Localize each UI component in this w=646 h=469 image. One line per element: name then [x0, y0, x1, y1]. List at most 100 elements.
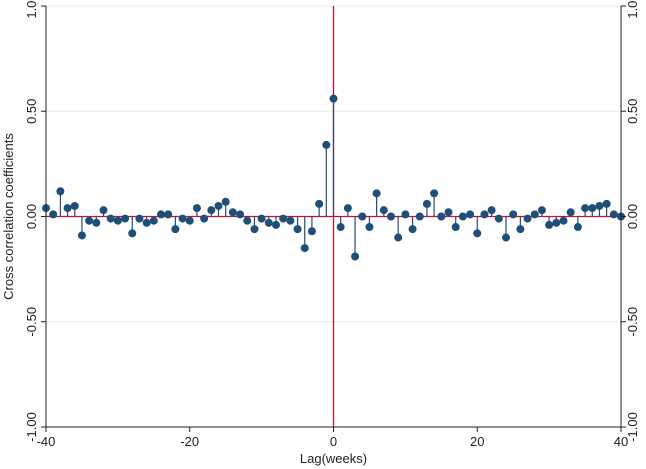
data-point [171, 225, 180, 234]
data-point [92, 218, 101, 227]
data-point [214, 201, 223, 210]
data-point [581, 204, 590, 213]
y-tick-label: 1.00 [24, 0, 39, 19]
x-axis-ticks: -40 -20 0 20 40 [37, 427, 628, 449]
data-point [523, 214, 532, 223]
y-axis-title: Cross correlation coefficients [1, 133, 16, 300]
data-point [228, 208, 237, 217]
data-point [307, 227, 316, 236]
data-point [300, 244, 309, 253]
data-point [559, 216, 568, 225]
data-point [451, 223, 460, 232]
y-tick-label: -0.50 [24, 307, 39, 337]
data-point [516, 225, 525, 234]
y-tick-label: 0.50 [24, 99, 39, 124]
data-point [602, 199, 611, 208]
data-point [595, 201, 604, 210]
data-point [509, 210, 518, 219]
x-tick-label: -40 [37, 434, 56, 449]
data-point [566, 208, 575, 217]
left-y-axis-ticks: -1.00 -0.50 0.00 0.50 1.00 [24, 0, 46, 442]
data-point [401, 210, 410, 219]
data-point [329, 94, 338, 103]
data-point [502, 233, 510, 242]
data-point [128, 229, 137, 238]
data-point [458, 212, 467, 221]
data-point [164, 210, 173, 219]
data-point [85, 216, 94, 225]
data-point [387, 212, 395, 221]
data-point [56, 187, 65, 196]
y-tick-label: 0.00 [24, 204, 39, 229]
data-point [77, 231, 86, 240]
data-point [106, 214, 115, 223]
data-point [149, 216, 158, 225]
x-tick-label: 40 [614, 434, 628, 449]
data-point [487, 206, 496, 215]
data-point [351, 252, 360, 261]
data-point [221, 197, 230, 206]
x-tick-label: 20 [470, 434, 484, 449]
x-axis-title: Lag(weeks) [300, 451, 367, 466]
data-point [135, 214, 144, 223]
data-point [322, 140, 331, 149]
data-point [573, 223, 582, 232]
data-point [336, 223, 345, 232]
right-y-tick-label: 1.00 [625, 0, 640, 19]
data-point [444, 208, 453, 217]
data-point [552, 218, 561, 227]
right-y-tick-label: -1.00 [625, 412, 640, 442]
data-points [42, 94, 625, 261]
data-point [530, 210, 539, 219]
right-y-tick-label: 0.00 [625, 204, 640, 229]
data-point [207, 206, 216, 215]
data-point [430, 189, 439, 198]
data-point [70, 201, 79, 210]
data-point [49, 210, 58, 219]
data-point [272, 220, 280, 229]
data-point [343, 204, 352, 213]
data-point [315, 199, 324, 208]
data-point [286, 216, 295, 225]
data-point [63, 204, 72, 213]
data-point [537, 206, 546, 215]
right-y-tick-label: -0.50 [625, 307, 640, 337]
right-y-tick-label: 0.50 [625, 99, 640, 124]
x-tick-label: 0 [330, 434, 337, 449]
data-point [257, 214, 266, 223]
data-point [437, 212, 446, 221]
y-tick-label: -1.00 [24, 412, 39, 442]
data-point [394, 233, 403, 242]
data-point [358, 212, 367, 221]
data-point [473, 229, 482, 238]
data-point [480, 210, 489, 219]
data-point [243, 216, 252, 225]
data-point [264, 218, 273, 227]
data-point [588, 204, 597, 213]
data-point [379, 206, 388, 215]
data-point [250, 225, 259, 234]
data-point [466, 210, 475, 219]
data-point [545, 220, 554, 229]
data-point [236, 210, 245, 219]
data-point [192, 204, 201, 213]
data-point [113, 216, 122, 225]
data-point [372, 189, 381, 198]
data-point [185, 216, 194, 225]
data-point [157, 210, 165, 219]
right-y-axis-ticks: -1.00 -0.50 0.00 0.50 1.00 [621, 0, 640, 442]
data-point [365, 223, 374, 232]
x-tick-label: -20 [180, 434, 199, 449]
data-point [178, 214, 187, 223]
data-point [422, 199, 431, 208]
data-point [494, 214, 503, 223]
data-point [279, 214, 288, 223]
data-point [408, 225, 417, 234]
data-point [609, 210, 618, 219]
data-point [415, 212, 424, 221]
data-point [142, 218, 151, 227]
data-point [121, 214, 130, 223]
data-point [200, 214, 209, 223]
data-point [99, 206, 108, 215]
